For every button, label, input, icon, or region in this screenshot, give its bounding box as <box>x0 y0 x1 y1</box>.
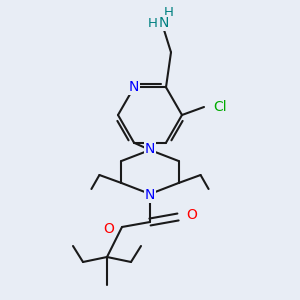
Text: N: N <box>129 80 139 94</box>
Text: O: O <box>187 208 197 222</box>
Text: N: N <box>145 188 155 202</box>
Text: Cl: Cl <box>213 100 227 114</box>
Text: N: N <box>145 142 155 156</box>
Text: N: N <box>159 16 169 30</box>
Text: H: H <box>148 17 158 30</box>
Text: O: O <box>103 222 114 236</box>
Text: H: H <box>164 6 174 19</box>
